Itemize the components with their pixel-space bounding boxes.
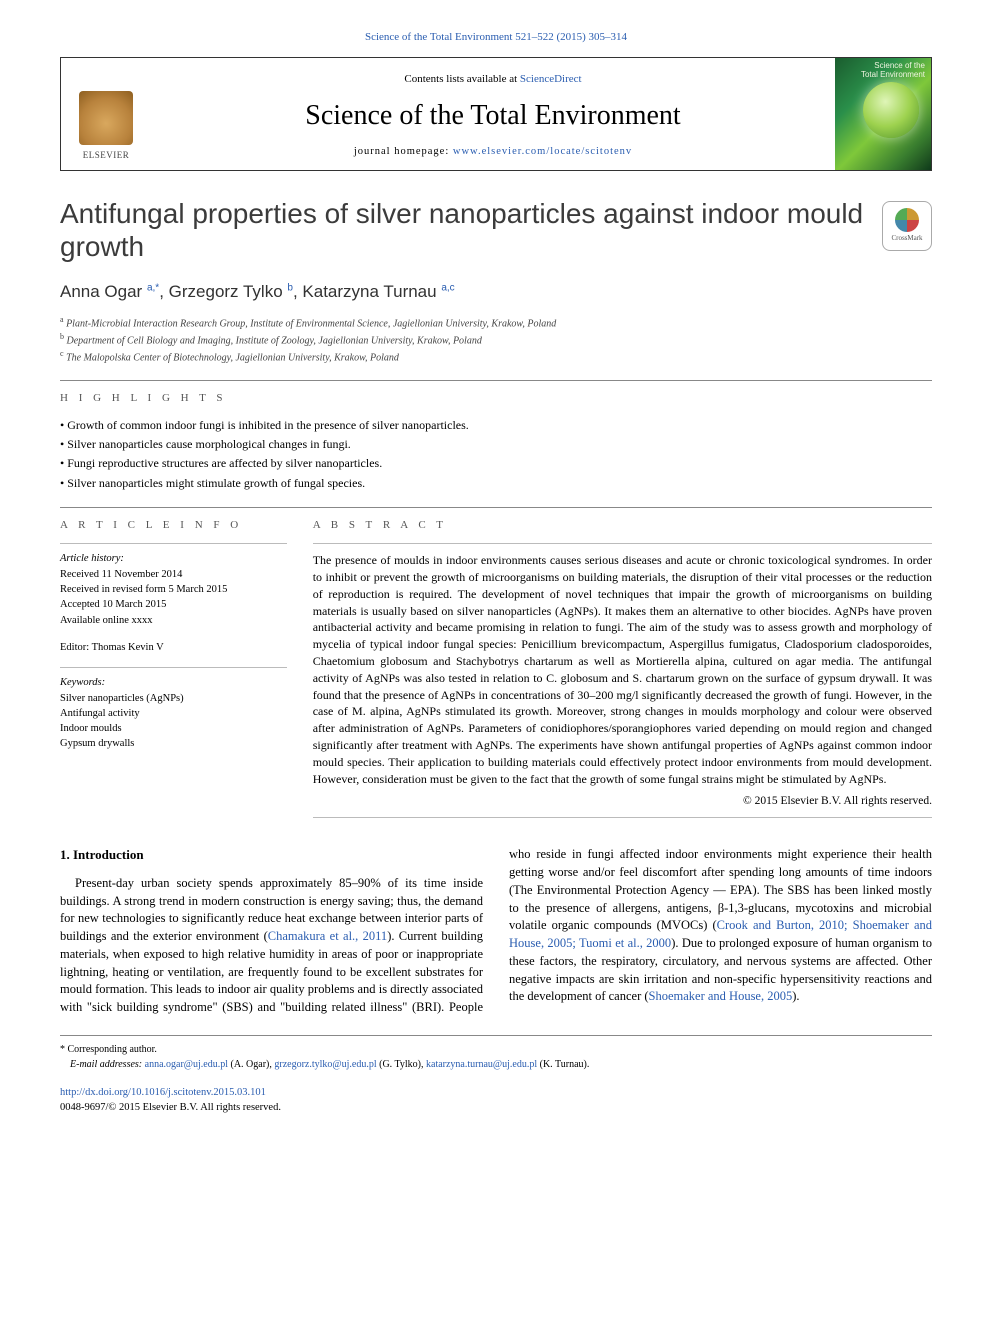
editor-line: Editor: Thomas Kevin V	[60, 640, 287, 655]
elsevier-tree-icon	[79, 91, 133, 145]
intro-heading: 1. Introduction	[60, 846, 483, 864]
article-info-head: A R T I C L E I N F O	[60, 518, 287, 533]
homepage-prefix: journal homepage:	[354, 146, 453, 157]
contents-prefix: Contents lists available at	[404, 73, 519, 85]
journal-cover-thumb: Science of theTotal Environment	[835, 58, 931, 169]
divider	[60, 507, 932, 508]
accepted-date: Accepted 10 March 2015	[60, 597, 287, 612]
citation-link[interactable]: Chamakura et al., 2011	[268, 929, 387, 943]
keyword: Silver nanoparticles (AgNPs)	[60, 691, 287, 706]
author-2: , Grzegorz Tylko	[159, 282, 287, 301]
highlights-head: H I G H L I G H T S	[60, 391, 932, 406]
emails-label: E-mail addresses:	[70, 1059, 145, 1070]
divider	[60, 543, 287, 544]
citation-link[interactable]: Shoemaker and House, 2005	[649, 989, 793, 1003]
divider	[313, 817, 932, 818]
received-date: Received 11 November 2014	[60, 567, 287, 582]
crossmark-icon	[895, 208, 919, 232]
intro-paragraph: Present-day urban society spends approxi…	[60, 846, 932, 1016]
body-columns: 1. Introduction Present-day urban societ…	[60, 846, 932, 1016]
issn-line: 0048-9697/© 2015 Elsevier B.V. All right…	[60, 1101, 932, 1116]
footnotes: * Corresponding author. E-mail addresses…	[60, 1035, 932, 1072]
homepage-link[interactable]: www.elsevier.com/locate/scitotenv	[453, 146, 632, 157]
homepage-line: journal homepage: www.elsevier.com/locat…	[159, 145, 827, 160]
abstract-head: A B S T R A C T	[313, 518, 932, 533]
crossmark-badge[interactable]: CrossMark	[882, 201, 932, 251]
info-abstract-row: A R T I C L E I N F O Article history: R…	[60, 518, 932, 827]
email-link[interactable]: anna.ogar@uj.edu.pl	[145, 1059, 228, 1070]
keyword: Indoor moulds	[60, 721, 287, 736]
article-title: Antifungal properties of silver nanopart…	[60, 197, 870, 264]
authors-line: Anna Ogar a,*, Grzegorz Tylko b, Katarzy…	[60, 280, 932, 304]
history-label: Article history:	[60, 552, 287, 567]
author-3: , Katarzyna Turnau	[293, 282, 441, 301]
article-info-col: A R T I C L E I N F O Article history: R…	[60, 518, 287, 827]
online-date: Available online xxxx	[60, 613, 287, 628]
doi-link[interactable]: http://dx.doi.org/10.1016/j.scitotenv.20…	[60, 1087, 266, 1098]
sciencedirect-link[interactable]: ScienceDirect	[520, 73, 582, 85]
header-center: Contents lists available at ScienceDirec…	[151, 58, 835, 169]
highlight-item: Fungi reproductive structures are affect…	[60, 454, 932, 473]
crossmark-label: CrossMark	[891, 234, 922, 244]
divider	[313, 543, 932, 544]
publisher-label: ELSEVIER	[83, 149, 130, 162]
abstract-text: The presence of moulds in indoor environ…	[313, 552, 932, 787]
abstract-col: A B S T R A C T The presence of moulds i…	[313, 518, 932, 827]
keywords-label: Keywords:	[60, 676, 287, 691]
copyright-line: © 2015 Elsevier B.V. All rights reserved…	[313, 793, 932, 809]
journal-header: ELSEVIER Contents lists available at Sci…	[60, 57, 932, 170]
contents-line: Contents lists available at ScienceDirec…	[159, 72, 827, 87]
divider	[60, 380, 932, 381]
highlight-item: Growth of common indoor fungi is inhibit…	[60, 416, 932, 435]
top-citation: Science of the Total Environment 521–522…	[60, 30, 932, 45]
cover-label: Science of theTotal Environment	[861, 62, 925, 80]
email-link[interactable]: grzegorz.tylko@uj.edu.pl	[274, 1059, 376, 1070]
revised-date: Received in revised form 5 March 2015	[60, 582, 287, 597]
highlight-item: Silver nanoparticles might stimulate gro…	[60, 474, 932, 493]
affiliations: a Plant-Microbial Interaction Research G…	[60, 314, 932, 366]
affiliation-b: Department of Cell Biology and Imaging, …	[67, 335, 482, 346]
affiliation-a: Plant-Microbial Interaction Research Gro…	[66, 318, 556, 329]
keyword: Gypsum drywalls	[60, 736, 287, 751]
highlights-section: H I G H L I G H T S Growth of common ind…	[60, 391, 932, 493]
page-footer: http://dx.doi.org/10.1016/j.scitotenv.20…	[60, 1086, 932, 1115]
corresponding-note: * Corresponding author.	[60, 1042, 932, 1057]
keyword: Antifungal activity	[60, 706, 287, 721]
affiliation-c: The Malopolska Center of Biotechnology, …	[66, 353, 399, 364]
publisher-logo-box: ELSEVIER	[61, 58, 151, 169]
author-1: Anna Ogar	[60, 282, 147, 301]
highlight-item: Silver nanoparticles cause morphological…	[60, 435, 932, 454]
email-link[interactable]: katarzyna.turnau@uj.edu.pl	[426, 1059, 537, 1070]
divider	[60, 667, 287, 668]
journal-name: Science of the Total Environment	[159, 96, 827, 135]
